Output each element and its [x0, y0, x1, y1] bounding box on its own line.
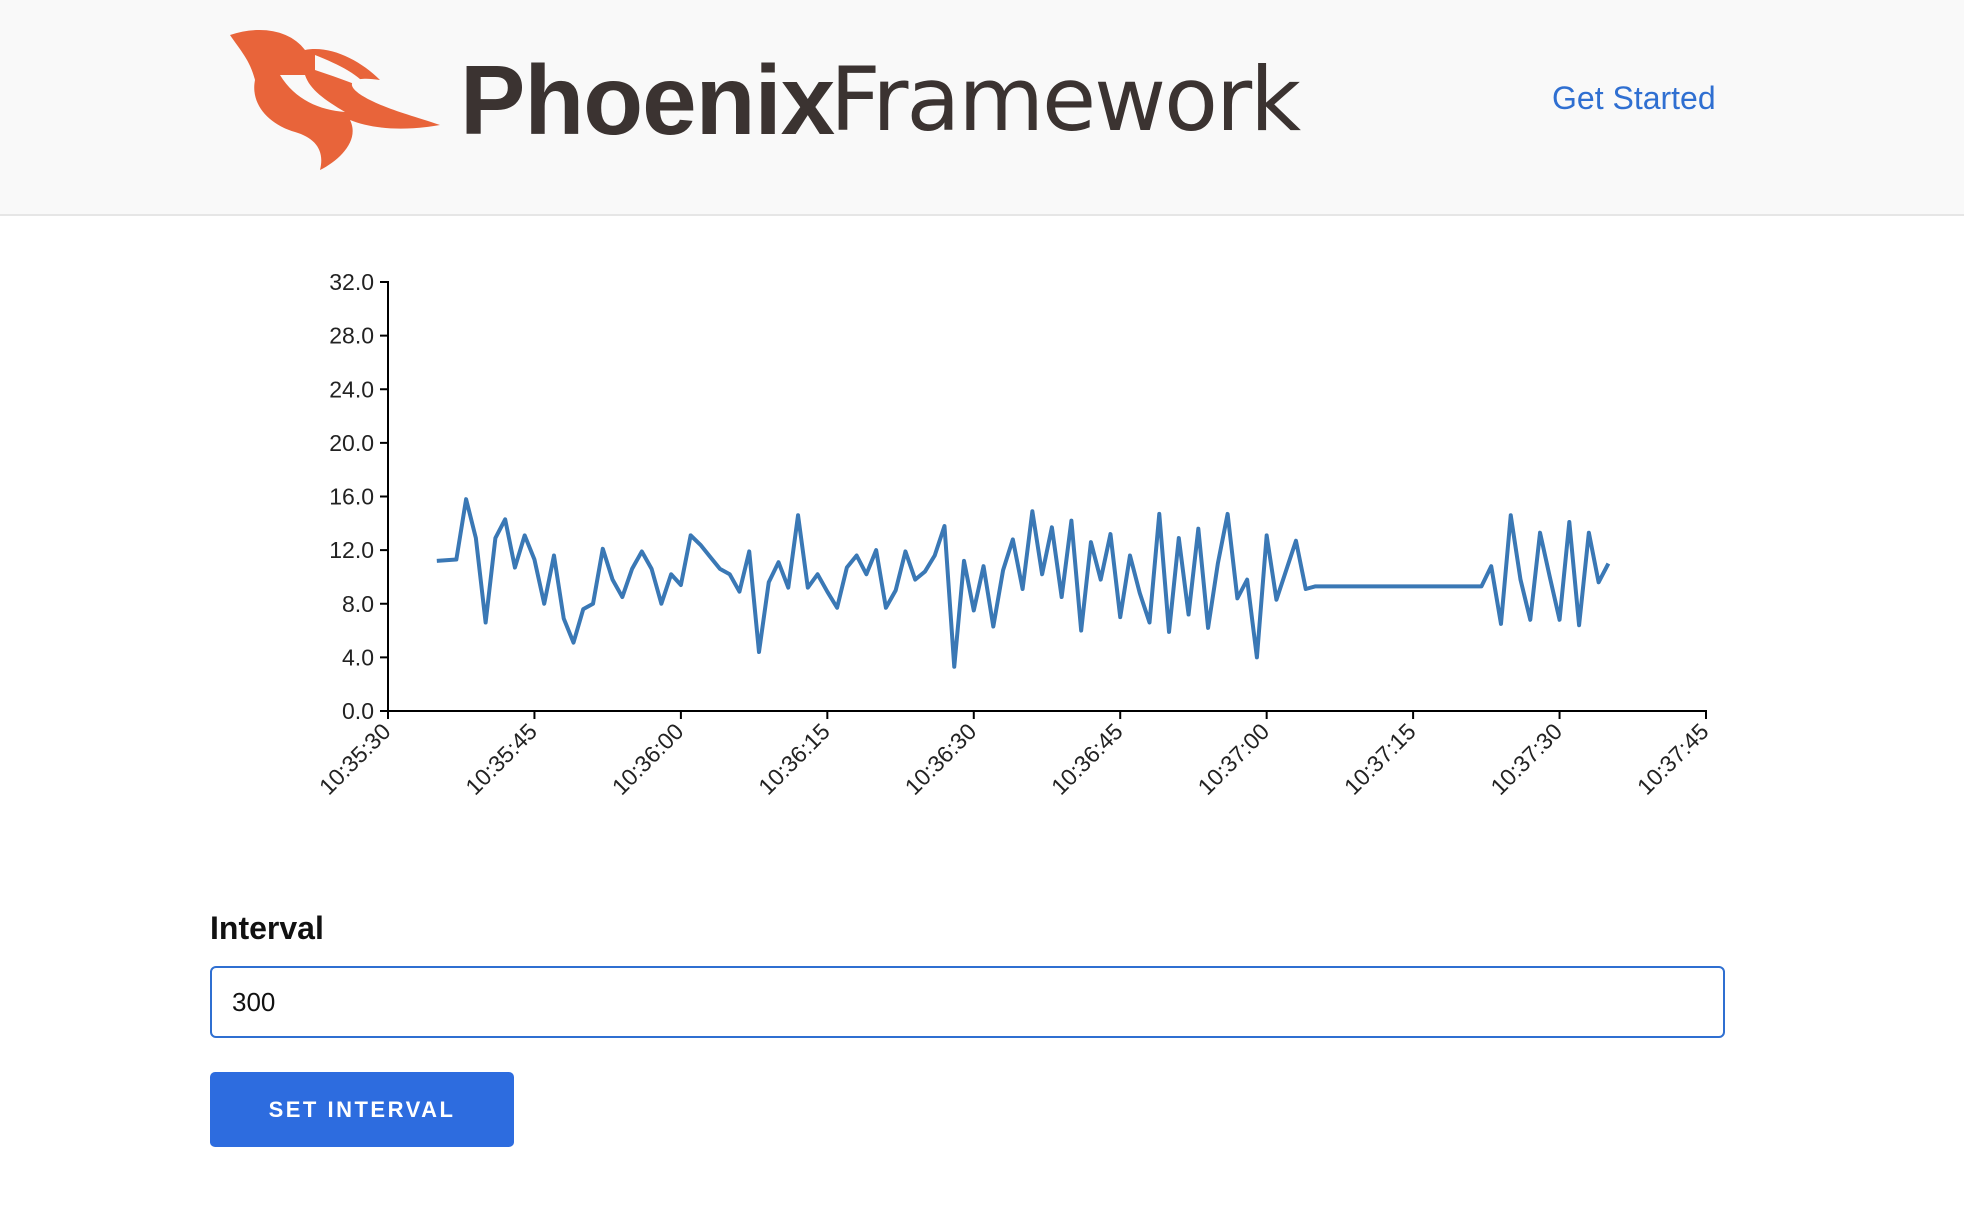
x-tick-label: 10:37:00: [1193, 718, 1275, 800]
x-tick-label: 10:36:00: [607, 718, 689, 800]
nav-link[interactable]: Get Started: [1552, 80, 1716, 116]
y-tick-label: 8.0: [342, 591, 374, 617]
data-line: [436, 497, 1611, 669]
y-tick-label: 24.0: [329, 376, 374, 402]
y-tick-label: 16.0: [329, 484, 374, 510]
y-tick-label: 4.0: [342, 644, 374, 670]
brand-subtitle: Framework: [830, 48, 1301, 151]
x-tick-label: 10:36:15: [753, 718, 835, 800]
text-input[interactable]: 300: [210, 966, 1725, 1038]
field-label: Interval: [210, 910, 324, 946]
x-tick-label: 10:37:15: [1339, 718, 1421, 800]
header: Phoenix Framework Get Started: [0, 0, 1964, 216]
y-tick-label: 12.0: [329, 537, 374, 563]
x-tick-label: 10:36:30: [900, 718, 982, 800]
x-tick-label: 10:36:45: [1046, 718, 1128, 800]
y-tick-label: 32.0: [329, 269, 374, 295]
x-tick-label: 10:37:45: [1632, 718, 1714, 800]
y-tick-label: 20.0: [329, 430, 374, 456]
x-tick-label: 10:37:30: [1485, 718, 1567, 800]
logo-icon: [230, 30, 440, 170]
x-axis: [387, 710, 1707, 719]
submit-button[interactable]: SET INTERVAL: [210, 1072, 514, 1147]
chart: 0.0 4.0 8.0 12.0 16.0 20.0 24.0 28.0 32.0 10:35:3…: [314, 269, 1714, 800]
brand-name: Phoenix: [460, 45, 835, 155]
x-tick-label: 10:35:30: [314, 718, 396, 800]
y-tick-label: 28.0: [329, 323, 374, 349]
y-tick-label: 0.0: [342, 698, 374, 724]
x-tick-label: 10:35:45: [460, 718, 542, 800]
